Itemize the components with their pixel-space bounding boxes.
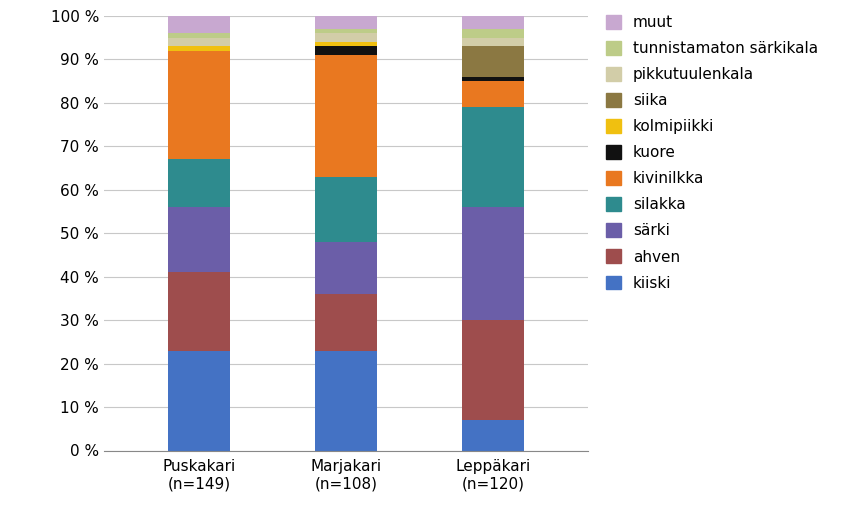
Bar: [462, 29, 523, 38]
Bar: [315, 33, 377, 42]
Bar: [169, 160, 230, 207]
Bar: [315, 55, 377, 176]
Bar: [462, 420, 523, 450]
Bar: [169, 46, 230, 51]
Bar: [169, 51, 230, 160]
Bar: [462, 107, 523, 207]
Bar: [315, 16, 377, 29]
Bar: [462, 16, 523, 29]
Bar: [462, 38, 523, 46]
Bar: [315, 42, 377, 46]
Bar: [462, 207, 523, 320]
Bar: [169, 272, 230, 350]
Bar: [315, 176, 377, 242]
Bar: [315, 294, 377, 350]
Bar: [169, 16, 230, 33]
Bar: [462, 81, 523, 107]
Bar: [462, 320, 523, 420]
Bar: [169, 350, 230, 450]
Bar: [169, 33, 230, 38]
Bar: [315, 46, 377, 55]
Bar: [315, 242, 377, 294]
Legend: muut, tunnistamaton särkikala, pikkutuulenkala, siika, kolmipiikki, kuore, kivin: muut, tunnistamaton särkikala, pikkutuul…: [606, 15, 818, 290]
Bar: [169, 207, 230, 272]
Bar: [169, 38, 230, 46]
Bar: [462, 46, 523, 77]
Bar: [315, 350, 377, 450]
Bar: [315, 29, 377, 33]
Bar: [462, 77, 523, 81]
